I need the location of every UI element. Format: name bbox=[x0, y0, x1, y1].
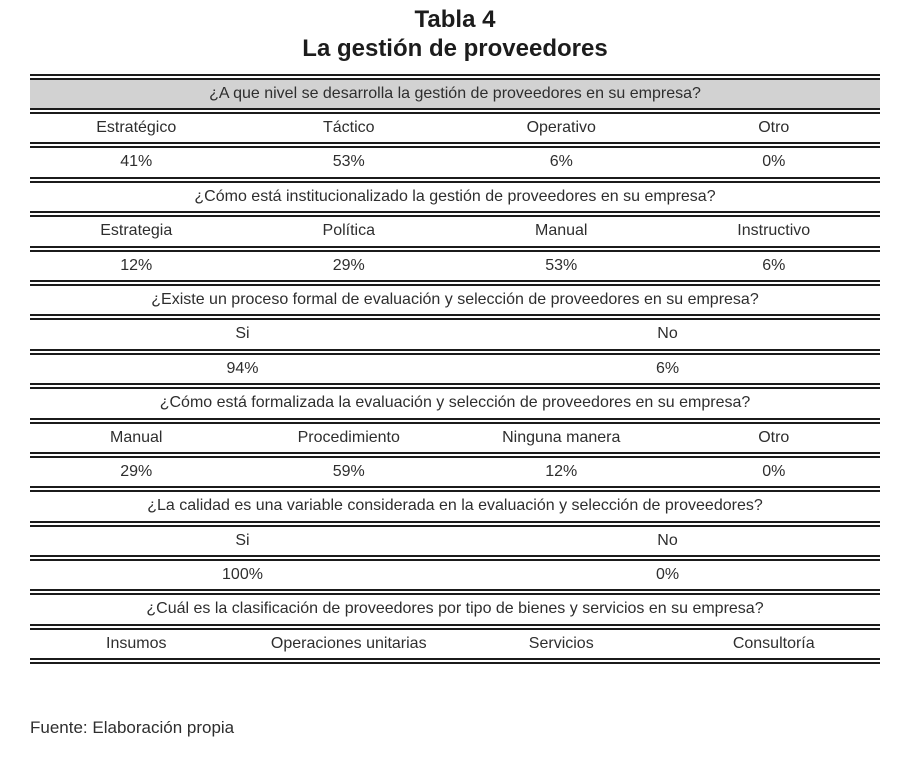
value-cell: 100% bbox=[30, 558, 455, 596]
question-cell: ¿Cómo está formalizada la evaluación y s… bbox=[30, 386, 880, 424]
document-page: Tabla 4 La gestión de proveedores ¿A que… bbox=[30, 6, 880, 738]
values-row: 94% 6% bbox=[30, 351, 880, 390]
question-row: ¿A que nivel se desarrolla la gestión de… bbox=[30, 76, 880, 115]
value-cell: 6% bbox=[455, 145, 668, 183]
survey-table: ¿A que nivel se desarrolla la gestión de… bbox=[30, 73, 880, 665]
question-cell: ¿Existe un proceso formal de evaluación … bbox=[30, 282, 880, 321]
value-cell: 12% bbox=[30, 248, 243, 286]
values-row: 29% 59% 12% 0% bbox=[30, 454, 880, 493]
options-row: Si No bbox=[30, 317, 880, 355]
options-row: Si No bbox=[30, 523, 880, 562]
value-cell: 53% bbox=[242, 145, 455, 183]
question-cell: ¿Cuál es la clasificación de proveedores… bbox=[30, 592, 880, 630]
option-cell: Estrategia bbox=[30, 214, 243, 252]
value-cell: 94% bbox=[30, 351, 455, 390]
value-cell: 0% bbox=[455, 558, 880, 596]
question-row: ¿Cómo está institucionalizado la gestión… bbox=[30, 179, 880, 218]
option-cell: Estratégico bbox=[30, 110, 243, 149]
value-cell: 53% bbox=[455, 248, 668, 286]
table-number: Tabla 4 bbox=[414, 6, 496, 33]
question-cell: ¿A que nivel se desarrolla la gestión de… bbox=[30, 76, 880, 115]
options-row: Insumos Operaciones unitarias Servicios … bbox=[30, 626, 880, 665]
options-row: Estrategia Política Manual Instructivo bbox=[30, 214, 880, 252]
values-row: 12% 29% 53% 6% bbox=[30, 248, 880, 286]
option-cell: Servicios bbox=[455, 626, 668, 665]
question-row: ¿Cómo está formalizada la evaluación y s… bbox=[30, 386, 880, 424]
options-row: Estratégico Táctico Operativo Otro bbox=[30, 110, 880, 149]
option-cell: Otro bbox=[667, 110, 880, 149]
option-cell: Insumos bbox=[30, 626, 243, 665]
question-cell: ¿La calidad es una variable considerada … bbox=[30, 489, 880, 527]
option-cell: Consultoría bbox=[667, 626, 880, 665]
option-cell: Táctico bbox=[242, 110, 455, 149]
option-cell: Operaciones unitarias bbox=[242, 626, 455, 665]
source-note: Fuente: Elaboración propia bbox=[30, 718, 235, 738]
values-row: 100% 0% bbox=[30, 558, 880, 596]
option-cell: Manual bbox=[30, 420, 243, 458]
table-title: La gestión de proveedores bbox=[302, 34, 608, 62]
question-row: ¿Cuál es la clasificación de proveedores… bbox=[30, 592, 880, 630]
values-row: 41% 53% 6% 0% bbox=[30, 145, 880, 183]
option-cell: Manual bbox=[455, 214, 668, 252]
option-cell: Instructivo bbox=[667, 214, 880, 252]
value-cell: 12% bbox=[455, 454, 668, 493]
value-cell: 6% bbox=[667, 248, 880, 286]
question-row: ¿Existe un proceso formal de evaluación … bbox=[30, 282, 880, 321]
value-cell: 0% bbox=[667, 145, 880, 183]
option-cell: Ninguna manera bbox=[455, 420, 668, 458]
value-cell: 6% bbox=[455, 351, 880, 390]
table-caption: Tabla 4 La gestión de proveedores bbox=[30, 6, 880, 64]
option-cell: Procedimiento bbox=[242, 420, 455, 458]
value-cell: 0% bbox=[667, 454, 880, 493]
option-cell: No bbox=[455, 523, 880, 562]
option-cell: Política bbox=[242, 214, 455, 252]
value-cell: 59% bbox=[242, 454, 455, 493]
value-cell: 29% bbox=[242, 248, 455, 286]
question-row: ¿La calidad es una variable considerada … bbox=[30, 489, 880, 527]
value-cell: 29% bbox=[30, 454, 243, 493]
options-row: Manual Procedimiento Ninguna manera Otro bbox=[30, 420, 880, 458]
option-cell: Otro bbox=[667, 420, 880, 458]
option-cell: Operativo bbox=[455, 110, 668, 149]
value-cell: 41% bbox=[30, 145, 243, 183]
question-cell: ¿Cómo está institucionalizado la gestión… bbox=[30, 179, 880, 218]
option-cell: Si bbox=[30, 523, 455, 562]
option-cell: No bbox=[455, 317, 880, 355]
option-cell: Si bbox=[30, 317, 455, 355]
